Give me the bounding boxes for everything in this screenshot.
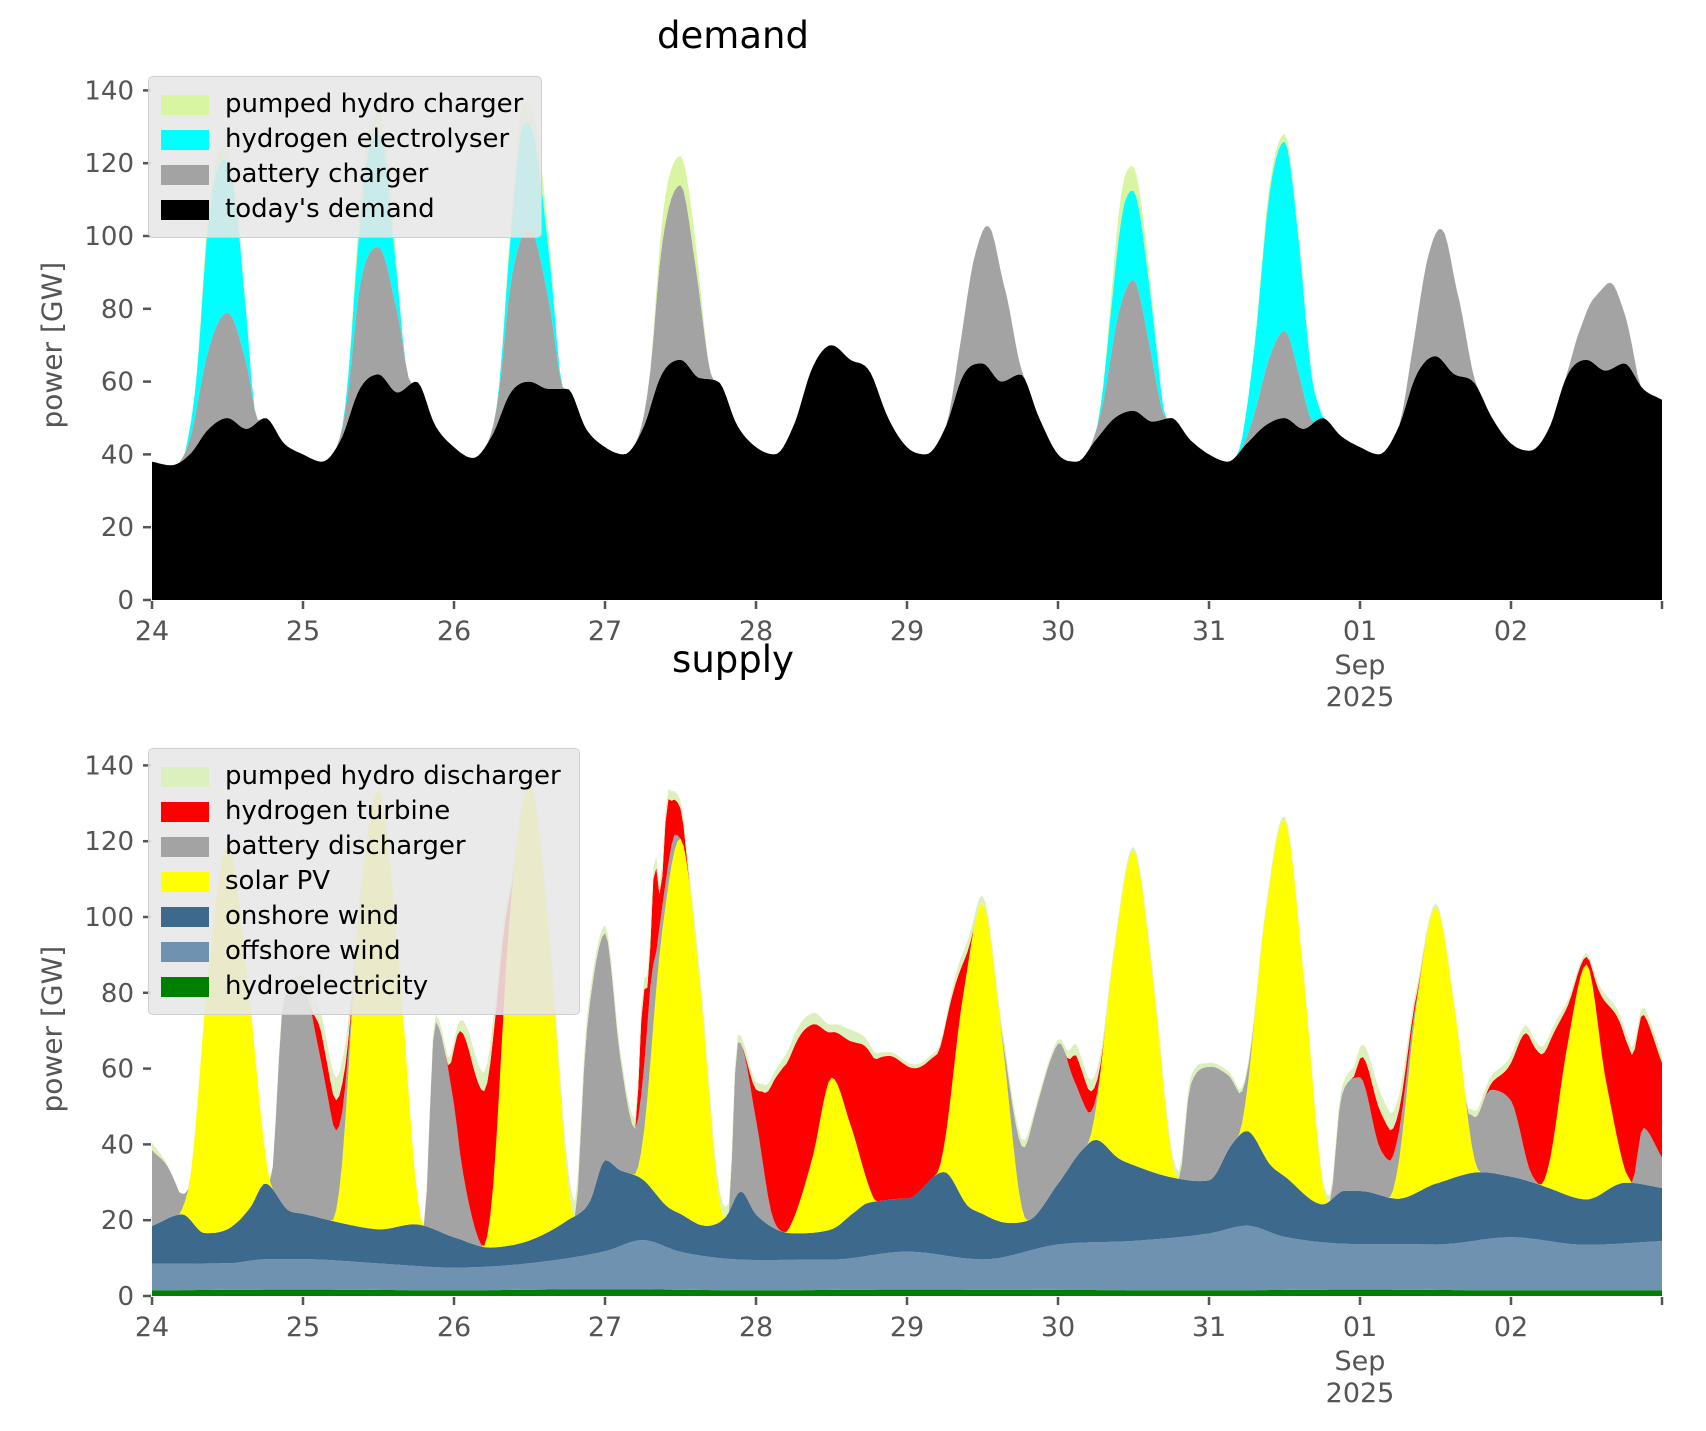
legend-item-offshore-wind: offshore wind [161, 934, 561, 969]
area-hydrogen-turbine [152, 785, 1662, 1246]
y-tick-label: 80 [101, 295, 134, 325]
legend-swatch [161, 129, 209, 150]
area-hydroelectricity [152, 1289, 1662, 1296]
legend-label: pumped hydro charger [225, 89, 524, 119]
demand-chart-title: demand [657, 14, 809, 57]
legend-swatch [161, 906, 209, 927]
x-tick-label: 24 [135, 616, 169, 647]
y-tick-label: 20 [101, 513, 134, 543]
y-tick-label: 40 [101, 440, 134, 470]
demand-y-axis-label: power [GW] [35, 261, 69, 429]
y-tick-label: 140 [84, 76, 134, 106]
y-tick-label: 120 [84, 149, 134, 179]
x-tick-label: 25 [286, 616, 320, 647]
x-tick-label: 29 [890, 1312, 924, 1343]
x-tick-label: 27 [588, 1312, 622, 1343]
x-axis-period-label: 2025 [1326, 1378, 1395, 1409]
x-tick-label: 27 [588, 616, 622, 647]
legend-swatch [161, 976, 209, 997]
legend-label: offshore wind [225, 936, 401, 966]
y-tick-label: 0 [117, 586, 134, 616]
area-battery-discharger [152, 785, 1662, 1247]
legend-swatch [161, 766, 209, 787]
legend-item-hydrogen-turbine: hydrogen turbine [161, 794, 561, 829]
x-tick-label: 31 [1192, 1312, 1226, 1343]
legend-label: pumped hydro discharger [225, 761, 561, 791]
y-tick-label: 80 [101, 979, 134, 1009]
x-axis-period-label: 2025 [1326, 682, 1395, 713]
legend-swatch [161, 199, 209, 220]
x-tick-label: 02 [1494, 1312, 1528, 1343]
area-onshore-wind [152, 1131, 1662, 1268]
area-offshore-wind [152, 1225, 1662, 1291]
x-tick-label: 01 [1343, 616, 1377, 647]
legend-label: today's demand [225, 194, 435, 224]
x-tick-label: 26 [437, 1312, 471, 1343]
x-tick-label: 02 [1494, 616, 1528, 647]
x-axis-period-label: Sep [1335, 650, 1386, 681]
legend-swatch [161, 94, 209, 115]
supply-chart-title: supply [672, 638, 794, 681]
supply-y-axis-label: power [GW] [35, 945, 69, 1113]
legend-label: hydroelectricity [225, 971, 429, 1001]
legend-item-battery-discharger: battery discharger [161, 829, 561, 864]
y-tick-label: 140 [84, 751, 134, 781]
x-tick-label: 26 [437, 616, 471, 647]
legend-swatch [161, 164, 209, 185]
y-tick-label: 100 [84, 903, 134, 933]
legend-item-hydrogen-electrolyser: hydrogen electrolyser [161, 122, 523, 157]
x-tick-label: 30 [1041, 1312, 1075, 1343]
area-todays-demand [152, 345, 1662, 600]
legend-label: battery discharger [225, 831, 466, 861]
y-tick-label: 20 [101, 1206, 134, 1236]
legend-swatch [161, 836, 209, 857]
legend-swatch [161, 941, 209, 962]
legend-item-hydroelectricity: hydroelectricity [161, 969, 561, 1004]
legend-item-pumped-hydro-charger: pumped hydro charger [161, 87, 523, 122]
legend-swatch [161, 871, 209, 892]
legend-label: hydrogen turbine [225, 796, 451, 826]
supply-legend: pumped hydro discharger hydrogen turbine b… [148, 748, 580, 1015]
legend-label: battery charger [225, 159, 429, 189]
y-tick-label: 40 [101, 1130, 134, 1160]
legend-label: hydrogen electrolyser [225, 124, 510, 154]
x-tick-label: 28 [739, 1312, 773, 1343]
x-tick-label: 29 [890, 616, 924, 647]
x-tick-label: 31 [1192, 616, 1226, 647]
area-battery-charger [152, 185, 1662, 466]
legend-item-onshore-wind: onshore wind [161, 899, 561, 934]
legend-swatch [161, 801, 209, 822]
x-axis-period-label: Sep [1335, 1346, 1386, 1377]
y-tick-label: 120 [84, 827, 134, 857]
y-tick-label: 100 [84, 222, 134, 252]
x-tick-label: 01 [1343, 1312, 1377, 1343]
x-tick-label: 25 [286, 1312, 320, 1343]
demand-legend: pumped hydro charger hydrogen electrolyse… [148, 76, 543, 238]
y-tick-label: 60 [101, 368, 134, 398]
legend-item-battery-charger: battery charger [161, 157, 523, 192]
legend-item-today-s-demand: today's demand [161, 192, 523, 227]
legend-item-solar-pv: solar PV [161, 864, 561, 899]
x-tick-label: 24 [135, 1312, 169, 1343]
y-tick-label: 60 [101, 1055, 134, 1085]
x-tick-label: 30 [1041, 616, 1075, 647]
legend-item-pumped-hydro-discharger: pumped hydro discharger [161, 759, 561, 794]
legend-label: solar PV [225, 866, 331, 896]
legend-label: onshore wind [225, 901, 400, 931]
y-tick-label: 0 [117, 1282, 134, 1312]
x-tick-label: 28 [739, 616, 773, 647]
